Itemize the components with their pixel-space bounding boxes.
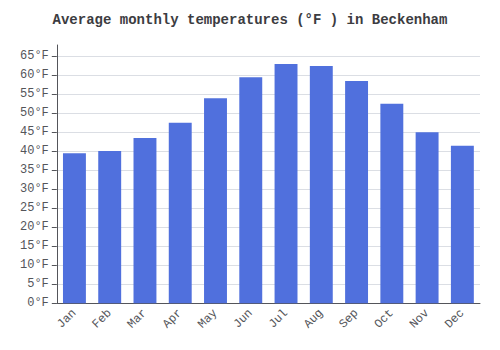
svg-text:Sep: Sep — [336, 306, 361, 331]
svg-text:15°F: 15°F — [20, 239, 49, 253]
svg-text:40°F: 40°F — [20, 144, 49, 158]
svg-text:Jun: Jun — [231, 306, 256, 331]
svg-text:25°F: 25°F — [20, 201, 49, 215]
svg-text:Average monthly temperatures (: Average monthly temperatures (°F ) in Be… — [53, 12, 448, 28]
svg-text:10°F: 10°F — [20, 258, 49, 272]
svg-text:50°F: 50°F — [20, 106, 49, 120]
svg-text:Jan: Jan — [54, 306, 79, 331]
svg-text:30°F: 30°F — [20, 182, 49, 196]
svg-text:35°F: 35°F — [20, 163, 49, 177]
svg-text:Aug: Aug — [301, 306, 326, 331]
svg-text:0°F: 0°F — [27, 296, 49, 310]
svg-text:65°F: 65°F — [20, 49, 49, 63]
svg-text:60°F: 60°F — [20, 68, 49, 82]
svg-text:45°F: 45°F — [20, 125, 49, 139]
svg-text:5°F: 5°F — [27, 277, 49, 291]
svg-text:Oct: Oct — [372, 306, 397, 331]
svg-text:Nov: Nov — [407, 306, 432, 331]
svg-text:Apr: Apr — [160, 306, 185, 331]
svg-text:Dec: Dec — [442, 306, 467, 331]
svg-text:Jul: Jul — [266, 306, 291, 331]
svg-text:20°F: 20°F — [20, 220, 49, 234]
svg-text:Feb: Feb — [89, 306, 114, 331]
svg-text:Mar: Mar — [125, 306, 150, 331]
svg-text:May: May — [195, 306, 220, 331]
svg-text:55°F: 55°F — [20, 87, 49, 101]
